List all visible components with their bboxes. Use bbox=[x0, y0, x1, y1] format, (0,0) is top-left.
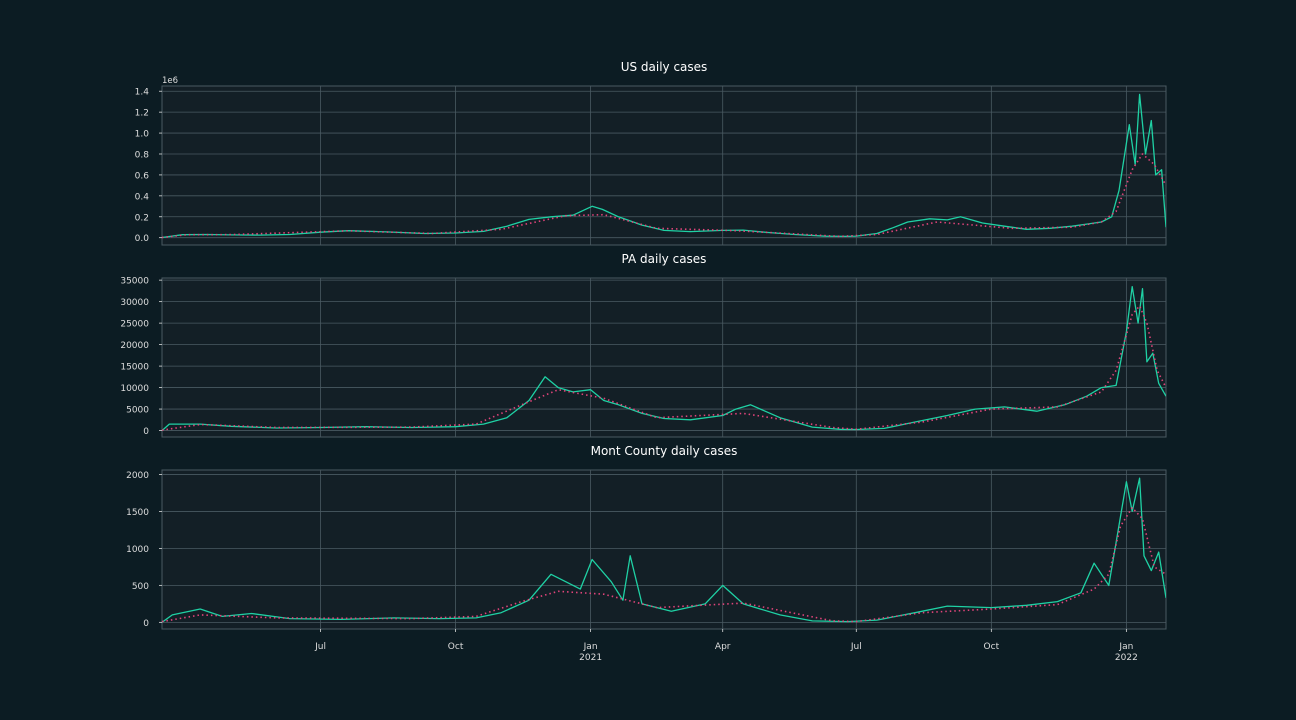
daily-series-line bbox=[162, 285, 1166, 432]
chart-title: US daily cases bbox=[621, 60, 708, 74]
y-tick-label: 0.0 bbox=[135, 234, 150, 244]
x-tick-label: Apr bbox=[715, 642, 731, 652]
y-tick-label: 0.2 bbox=[135, 213, 149, 223]
daily-series-line bbox=[162, 477, 1166, 623]
y-tick-label: 0.6 bbox=[135, 171, 150, 181]
y-tick-label: 1500 bbox=[126, 508, 149, 518]
plot-area bbox=[161, 277, 1167, 438]
y-tick-label: 30000 bbox=[120, 298, 149, 308]
y-tick-label: 0.8 bbox=[135, 150, 150, 160]
plot-area bbox=[161, 85, 1167, 246]
y-tick-label: 500 bbox=[132, 582, 149, 592]
y-tick-label: 0 bbox=[143, 427, 149, 437]
x-tick-label: Jan bbox=[1118, 642, 1133, 652]
x-tick-label: Jul bbox=[850, 642, 862, 652]
y-tick-label: 10000 bbox=[120, 384, 149, 394]
y-offset-label: 1e6 bbox=[162, 76, 178, 86]
y-tick-label: 1.4 bbox=[135, 88, 150, 98]
x-tick-label: Jul bbox=[314, 642, 326, 652]
x-tick-label: Jan bbox=[583, 642, 598, 652]
chart-panel-3: 0 500 1000 1500 2000 Mont County daily cases J… bbox=[126, 444, 1167, 663]
chart-panel-2: 0 5000 10000 15000 20000 25000 30000 35000 PA da… bbox=[120, 252, 1167, 438]
y-tick-label: 0 bbox=[143, 619, 149, 629]
y-tick-label: 2000 bbox=[126, 471, 149, 481]
chart-title: PA daily cases bbox=[622, 252, 707, 266]
plot-area bbox=[161, 469, 1167, 630]
y-tick-label: 0.4 bbox=[135, 192, 150, 202]
x-tick-sublabel: 2021 bbox=[579, 653, 602, 663]
y-tick-label: 15000 bbox=[120, 363, 149, 373]
y-tick-label: 1.0 bbox=[135, 130, 150, 140]
y-tick-label: 1000 bbox=[126, 545, 149, 555]
y-tick-label: 1.2 bbox=[135, 109, 149, 119]
chart-panel-1: 0.0 0.2 0.4 0.6 0.8 1.0 1.2 1.4 1e6 US daily case… bbox=[135, 60, 1167, 246]
x-tick-label: Oct bbox=[984, 642, 1000, 652]
x-tick-sublabel: 2022 bbox=[1115, 653, 1138, 663]
y-tick-label: 35000 bbox=[120, 277, 149, 287]
y-tick-label: 25000 bbox=[120, 320, 149, 330]
y-tick-label: 5000 bbox=[126, 406, 149, 416]
chart-title: Mont County daily cases bbox=[591, 444, 738, 458]
y-tick-label: 20000 bbox=[120, 341, 149, 351]
x-tick-label: Oct bbox=[448, 642, 464, 652]
